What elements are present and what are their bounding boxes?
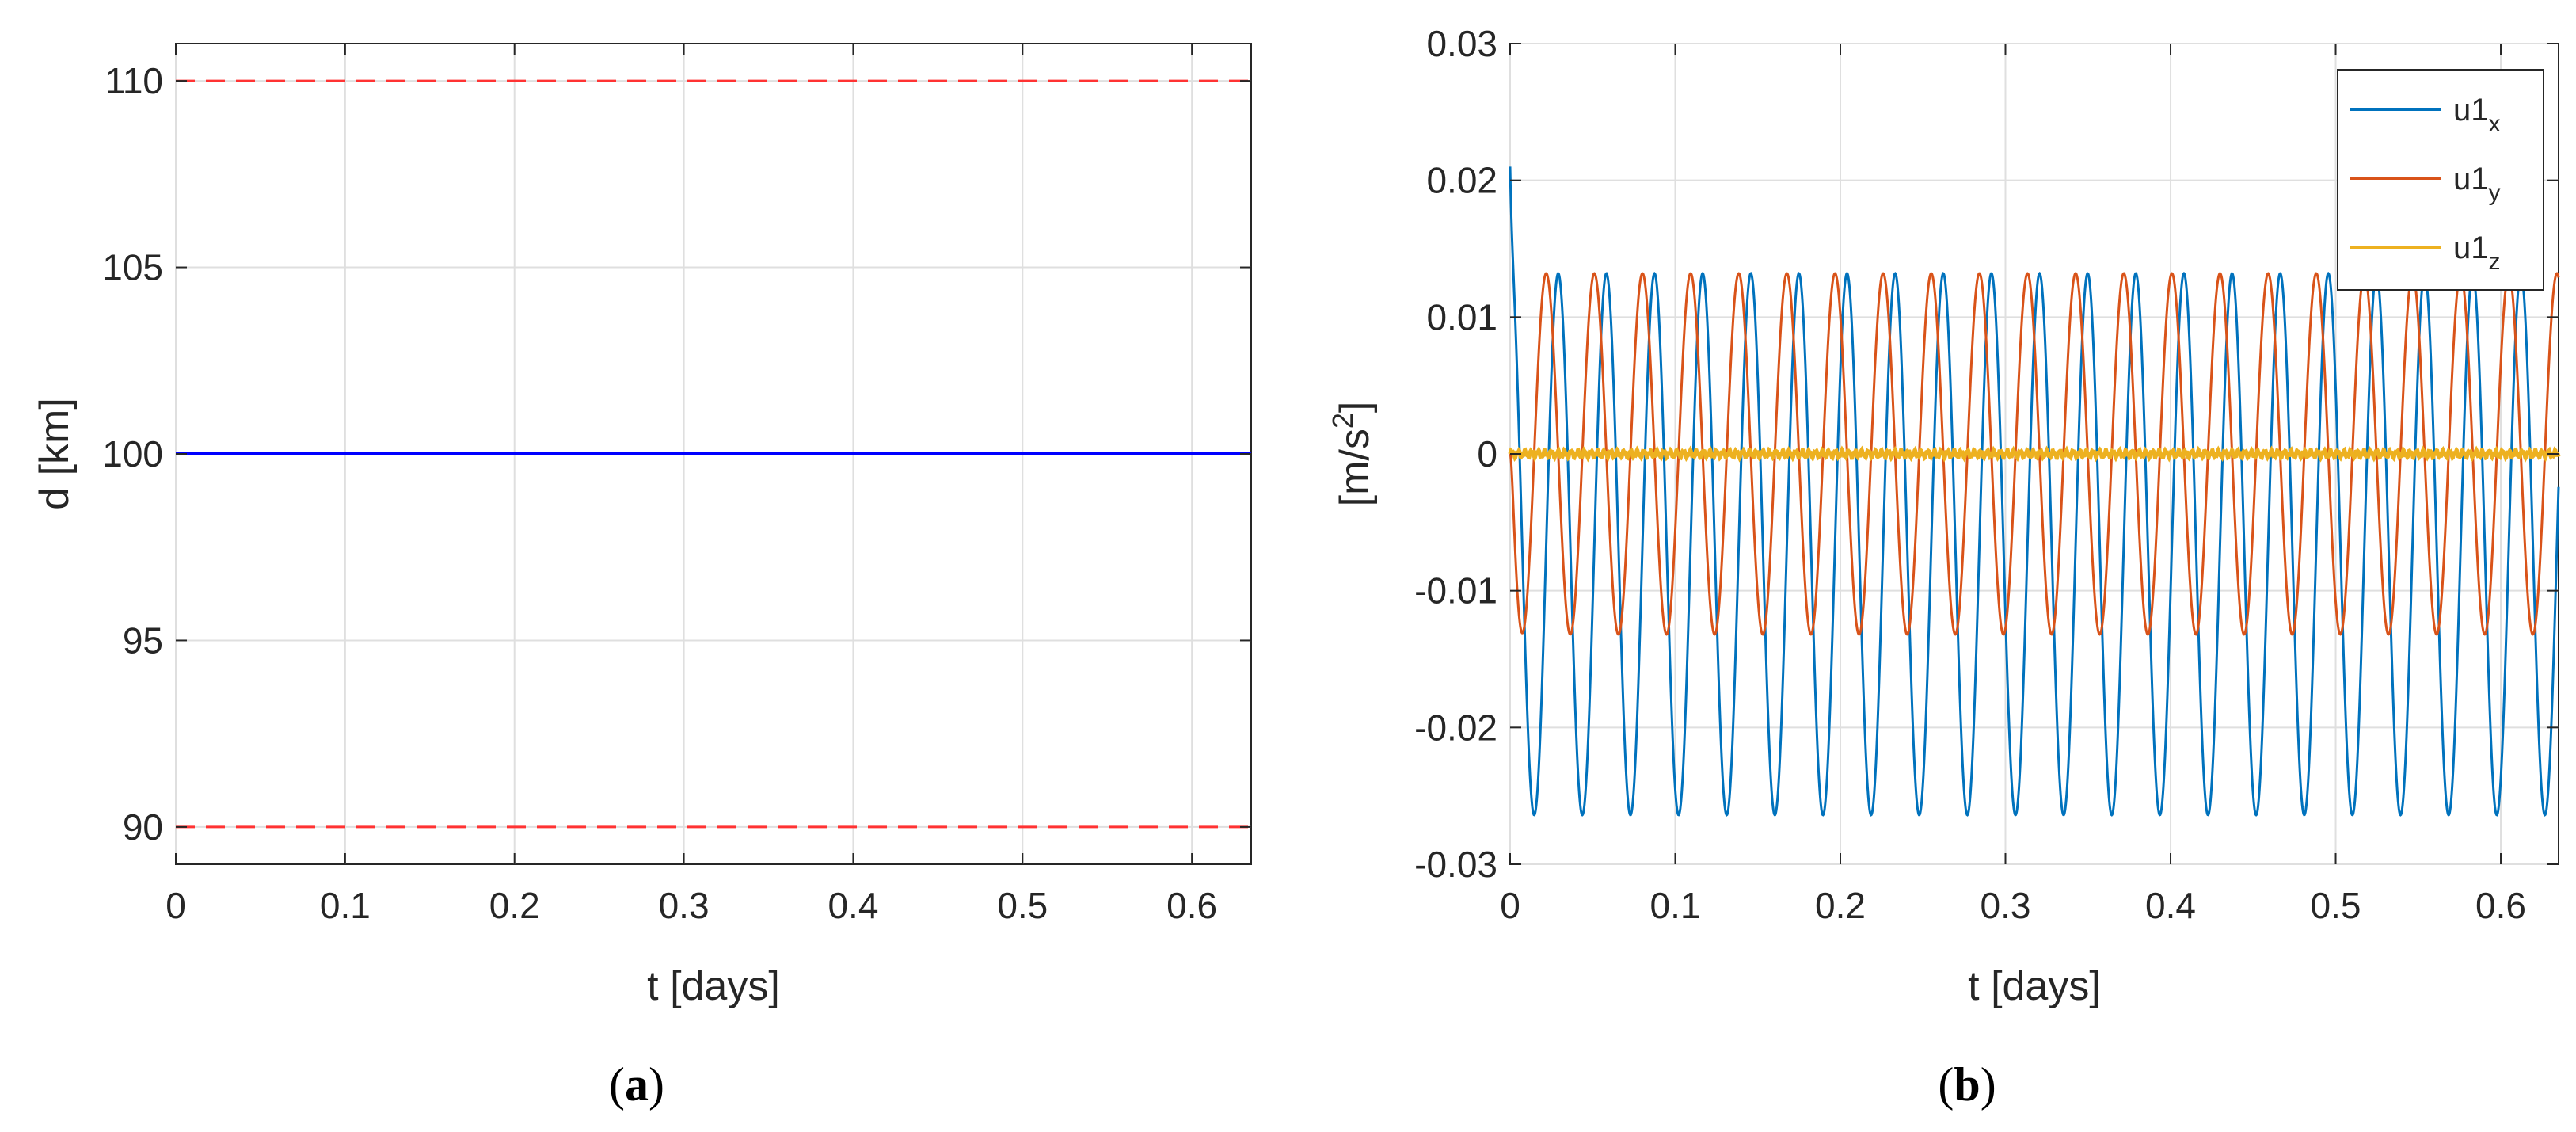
- x-tick-label: 0.1: [1650, 885, 1701, 926]
- x-tick-label: 0.2: [1815, 885, 1866, 926]
- y-axis-title-a: d [km]: [32, 398, 78, 510]
- legend-entry-u1z: u1z: [2350, 231, 2501, 275]
- x-axis-title-b: t [days]: [1968, 963, 2101, 1009]
- legend-label-u1y: u1y: [2453, 162, 2501, 206]
- caption-b: (b): [1938, 1058, 1996, 1111]
- series-group-b: [1508, 166, 2561, 817]
- x-tick-label: 0.5: [2311, 885, 2361, 926]
- y-tick-label: 0: [1477, 433, 1497, 475]
- y-tick-label: 100: [102, 433, 163, 475]
- series-line-u1z: [1508, 445, 2561, 463]
- x-tick-label: 0.5: [997, 885, 1048, 926]
- y-tick-label: 90: [123, 806, 163, 848]
- x-tick-label: 0.1: [320, 885, 371, 926]
- y-tick-label: -0.02: [1414, 707, 1497, 748]
- x-tick-label: 0: [166, 885, 186, 926]
- y-tick-label: 0.03: [1426, 23, 1497, 64]
- ticks-b: 0 0.1 0.2 0.3 0.4 0.5 0.6 -0.03 -0.02 -0.01 0 0.01 0…: [1414, 23, 2559, 926]
- y-axis-title-b: [m/s2]: [1326, 402, 1378, 507]
- y-tick-label: 110: [105, 60, 163, 101]
- legend-label-u1z: u1z: [2453, 231, 2501, 275]
- legend-label-u1x: u1x: [2453, 93, 2501, 137]
- y-tick-label: 0.01: [1426, 296, 1497, 337]
- y-tick-label: -0.01: [1414, 570, 1497, 612]
- x-tick-label: 0.2: [489, 885, 540, 926]
- y-tick-label: 95: [123, 619, 163, 661]
- x-tick-label: 0.4: [828, 885, 878, 926]
- x-tick-label: 0.3: [659, 885, 710, 926]
- x-tick-label: 0: [1500, 885, 1520, 926]
- x-axis-title-a: t [days]: [647, 963, 780, 1009]
- x-tick-label: 0.3: [1981, 885, 2031, 926]
- legend: u1x u1y u1z: [2337, 69, 2544, 291]
- caption-a: (a): [609, 1058, 664, 1111]
- y-tick-label: 105: [102, 247, 163, 288]
- x-tick-label: 0.6: [1166, 885, 1217, 926]
- x-tick-label: 0.4: [2145, 885, 2196, 926]
- legend-entry-u1y: u1y: [2350, 162, 2501, 206]
- series-group-a: [176, 79, 1251, 829]
- chart-panel-a: 0 0.1 0.2 0.3 0.4 0.5 0.6 90 95 100 105 110 t [days…: [32, 43, 1252, 1111]
- y-tick-label: 0.02: [1426, 160, 1497, 201]
- y-tick-label: -0.03: [1414, 844, 1497, 885]
- ticks-a: 0 0.1 0.2 0.3 0.4 0.5 0.6 90 95 100 105 110: [102, 44, 1251, 926]
- series-line-u1y: [1509, 272, 2560, 636]
- chart-panel-b: 0 0.1 0.2 0.3 0.4 0.5 0.6 -0.03 -0.02 -0.01 0 0.01 0…: [1326, 23, 2561, 1111]
- x-tick-label: 0.6: [2475, 885, 2526, 926]
- legend-entry-u1x: u1x: [2350, 93, 2501, 137]
